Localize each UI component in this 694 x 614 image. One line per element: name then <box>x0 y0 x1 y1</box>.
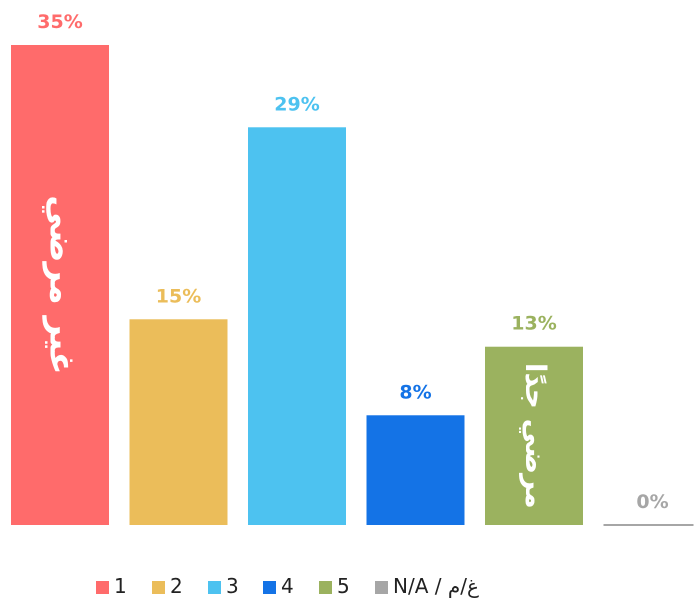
legend-swatch <box>263 581 276 594</box>
bar-4 <box>366 415 465 525</box>
bar-na <box>603 524 694 526</box>
bar-3 <box>248 127 346 526</box>
legend-swatch <box>375 581 388 594</box>
bar-value-label: 8% <box>399 381 431 403</box>
legend-swatch <box>152 581 165 594</box>
bar-1 <box>11 45 109 525</box>
legend-label: 2 <box>170 574 183 598</box>
bar-value-label: 15% <box>156 285 201 307</box>
bar-annotation: مرضي جدًا <box>519 363 552 509</box>
legend-label: 4 <box>281 574 294 598</box>
bar-value-label: 35% <box>37 11 82 33</box>
bar-value-label: 29% <box>274 93 319 115</box>
legend: 1 2 3 4 5 N/A / غ/م <box>96 574 479 598</box>
bar-value-label: 0% <box>636 491 668 513</box>
bar-2 <box>129 319 228 525</box>
legend-swatch <box>208 581 221 594</box>
legend-label: 5 <box>337 574 350 598</box>
legend-label: N/A / غ/م <box>393 574 479 598</box>
bar-annotation: غير مرضي <box>42 195 82 375</box>
legend-swatch <box>96 581 109 594</box>
legend-swatch <box>319 581 332 594</box>
legend-label: 1 <box>114 574 127 598</box>
legend-label: 3 <box>226 574 239 598</box>
bar-5 <box>485 346 583 525</box>
bars-group: 35% 15% 29% 8% 13% 0% غير مرضي مرضي جدًا <box>11 11 694 526</box>
bar-value-label: 13% <box>511 313 556 335</box>
